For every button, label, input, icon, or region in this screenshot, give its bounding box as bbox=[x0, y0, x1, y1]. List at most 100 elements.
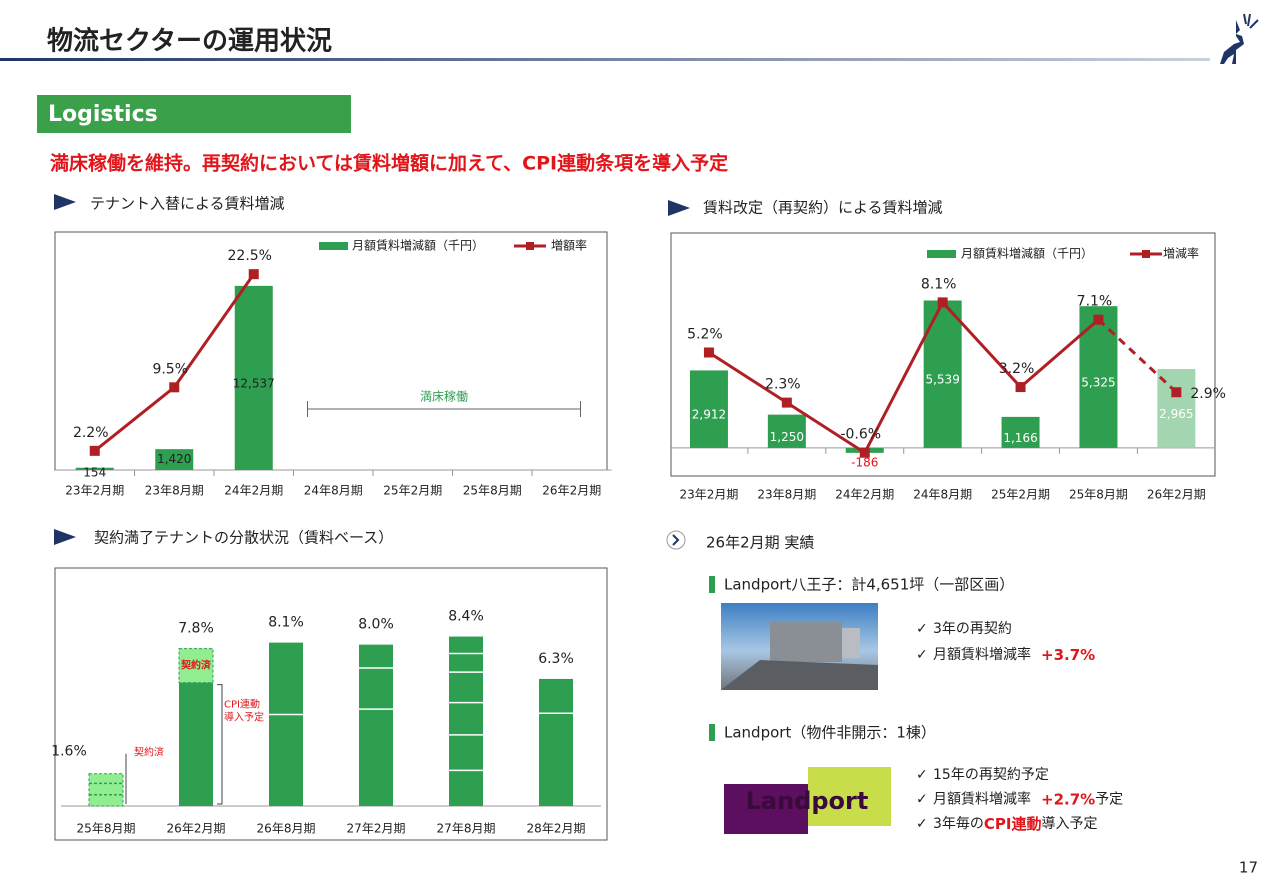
cpi-note: CPI連動 bbox=[224, 698, 260, 711]
x-tick-label: 25年8月期 bbox=[463, 484, 522, 498]
x-tick-label: 26年2月期 bbox=[1147, 488, 1206, 502]
cpi-note: 導入予定 bbox=[224, 711, 264, 724]
rate-marker bbox=[781, 397, 792, 408]
heading: 契約満了テナントの分散状況（賃料ベース） bbox=[94, 529, 393, 547]
logo-text: Landport bbox=[746, 787, 869, 815]
results-title: 26年2月期 実績 bbox=[706, 534, 814, 552]
heading: 賃料改定（再契約）による賃料増減 bbox=[703, 199, 943, 217]
x-tick-label: 24年2月期 bbox=[224, 484, 283, 498]
bar-value-label: 2,912 bbox=[692, 408, 726, 422]
rate-line bbox=[1097, 318, 1178, 394]
property-name: Landport八王子：計4,651坪（一部区画） bbox=[724, 576, 1014, 594]
bar bbox=[75, 467, 114, 470]
rate-label: 8.1% bbox=[921, 276, 957, 292]
x-tick-label: 26年2月期 bbox=[167, 822, 226, 836]
bar bbox=[155, 449, 194, 470]
bar-value-label: 5,539 bbox=[925, 373, 959, 387]
x-tick-label: 24年8月期 bbox=[913, 488, 972, 502]
bar-note: 契約済 bbox=[134, 746, 164, 759]
item-text: 導入予定 bbox=[1042, 816, 1098, 832]
rate-label: -0.6% bbox=[840, 427, 881, 443]
bar-value-label: 1,420 bbox=[157, 452, 191, 466]
bar bbox=[767, 414, 806, 448]
heading-icon bbox=[668, 200, 690, 216]
x-tick-label: 24年8月期 bbox=[304, 484, 363, 498]
section-box bbox=[37, 95, 351, 133]
bar-value-label: 5,325 bbox=[1081, 376, 1115, 390]
rate-label: 2.3% bbox=[765, 377, 801, 393]
item-text: 3年毎の bbox=[933, 816, 984, 832]
logo-block bbox=[808, 767, 891, 826]
check-mark: ✓ bbox=[916, 767, 928, 783]
legend-label: 増減率 bbox=[1163, 246, 1199, 261]
bar-value-label: 154 bbox=[83, 465, 106, 479]
legend-swatch bbox=[927, 250, 956, 258]
headline: 満床稼働を維持。再契約においては賃料増額に加えて、CPI連動条項を導入予定 bbox=[50, 152, 728, 175]
rate-marker bbox=[937, 297, 948, 308]
bar bbox=[88, 773, 124, 807]
bar-value-label: 8.1% bbox=[268, 615, 304, 631]
rate-marker bbox=[1171, 387, 1182, 398]
bar-value-label: 1,250 bbox=[770, 430, 804, 444]
property-name: Landport（物件非開示：1棟） bbox=[724, 724, 936, 742]
legend-swatch bbox=[319, 242, 348, 250]
rate-marker bbox=[703, 347, 714, 358]
bar-value-label: 1.6% bbox=[51, 744, 87, 760]
x-tick-label: 23年8月期 bbox=[757, 488, 816, 502]
highlight: +2.7% bbox=[1041, 790, 1095, 808]
legend-label: 月額賃料増減額（千円） bbox=[352, 238, 484, 253]
check-item: 月額賃料増減率 +2.7%予定 bbox=[933, 790, 1123, 808]
rate-label: 9.5% bbox=[152, 361, 188, 377]
bar bbox=[234, 285, 273, 470]
x-tick-label: 28年2月期 bbox=[527, 822, 586, 836]
check-mark: ✓ bbox=[916, 647, 928, 663]
legend-label: 増額率 bbox=[551, 238, 587, 253]
deer-logo bbox=[1220, 13, 1259, 64]
title-rule bbox=[0, 58, 1210, 61]
bar-value-label: -186 bbox=[851, 455, 878, 469]
annotation-bracket bbox=[307, 401, 581, 417]
cpi-bracket bbox=[217, 684, 223, 805]
bar-value-label: 6.3% bbox=[538, 651, 574, 667]
heading-icon bbox=[54, 529, 76, 545]
rate-marker bbox=[89, 445, 100, 456]
bar-value-label: 8.4% bbox=[448, 609, 484, 625]
bar-value-label: 2,965 bbox=[1159, 407, 1193, 421]
highlight: CPI連動 bbox=[984, 815, 1042, 833]
check-item: 3年毎のCPI連動導入予定 bbox=[933, 815, 1098, 833]
property-marker bbox=[709, 724, 715, 741]
x-tick-label: 27年8月期 bbox=[437, 822, 496, 836]
rate-marker bbox=[248, 269, 259, 280]
check-item: 3年の再契約 bbox=[933, 621, 1012, 637]
x-tick-label: 26年2月期 bbox=[542, 484, 601, 498]
x-tick-label: 24年2月期 bbox=[835, 488, 894, 502]
check-mark: ✓ bbox=[916, 792, 928, 808]
rate-marker bbox=[1093, 314, 1104, 325]
rate-label: 7.1% bbox=[1077, 294, 1113, 310]
bar-value-label: 7.8% bbox=[178, 621, 214, 637]
item-text: 予定 bbox=[1095, 792, 1123, 808]
heading: テナント入替による賃料増減 bbox=[90, 195, 285, 213]
heading-icon bbox=[54, 194, 76, 210]
x-tick-label: 25年2月期 bbox=[991, 488, 1050, 502]
x-tick-label: 27年2月期 bbox=[347, 822, 406, 836]
bar bbox=[449, 636, 483, 806]
x-tick-label: 25年2月期 bbox=[383, 484, 442, 498]
rate-label: 3.2% bbox=[999, 361, 1035, 377]
rate-marker bbox=[859, 447, 870, 458]
rate-label: 2.2% bbox=[73, 425, 109, 441]
logo-block bbox=[724, 784, 808, 834]
x-tick-label: 25年8月期 bbox=[1069, 488, 1128, 502]
highlight: +3.7% bbox=[1041, 646, 1095, 664]
item-text: 15年の再契約予定 bbox=[933, 767, 1049, 783]
legend-swatch bbox=[526, 242, 534, 250]
x-tick-label: 23年2月期 bbox=[65, 484, 124, 498]
bar-value-label: 8.0% bbox=[358, 617, 394, 633]
check-item: 月額賃料増減率 +3.7% bbox=[933, 646, 1095, 664]
x-tick-label: 23年2月期 bbox=[679, 488, 738, 502]
bar bbox=[539, 678, 573, 806]
legend-swatch bbox=[1142, 250, 1150, 258]
x-tick-label: 25年8月期 bbox=[77, 822, 136, 836]
bar-value-label: 12,537 bbox=[233, 376, 275, 390]
